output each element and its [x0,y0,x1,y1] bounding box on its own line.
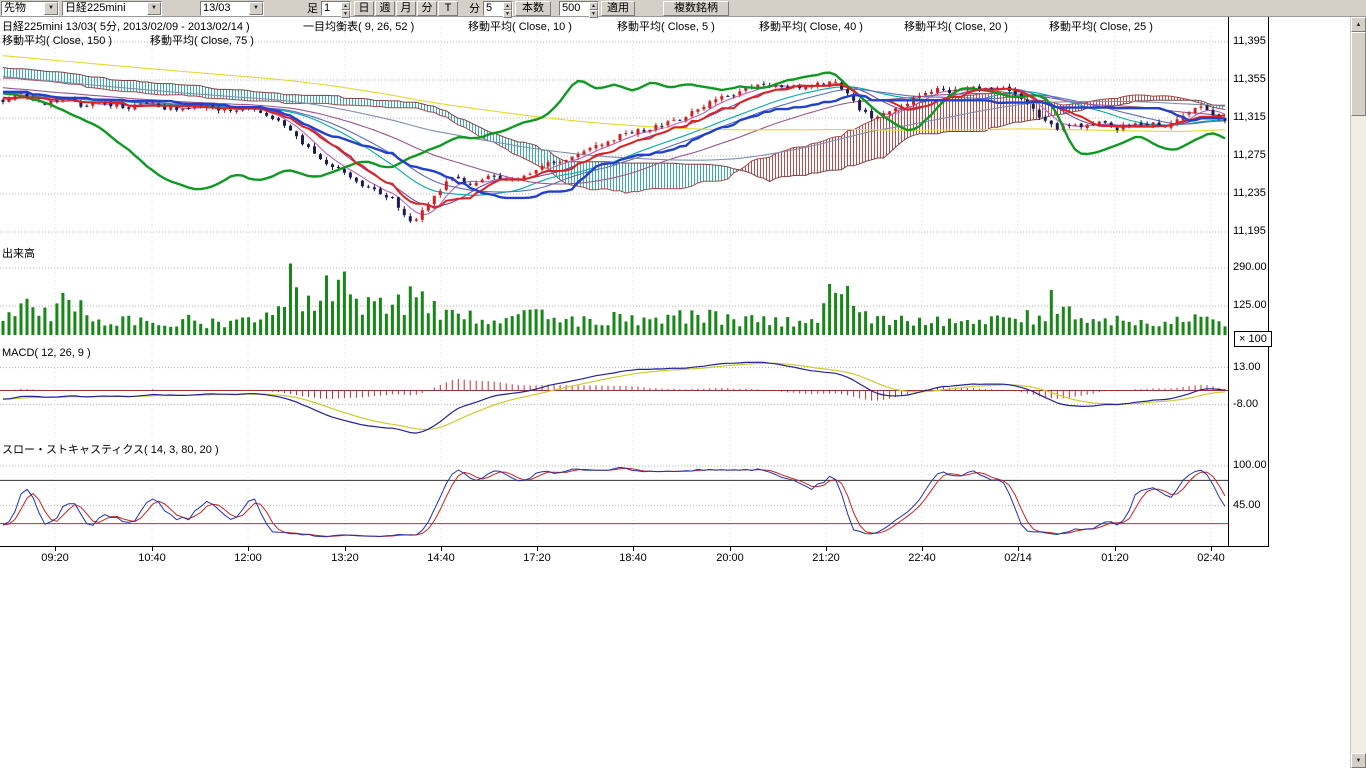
scroll-down-button[interactable]: ▼ [1351,753,1366,768]
bar-type-label: 足 [304,0,321,16]
scroll-up-icon: ▲ [1356,22,1362,28]
minute-count-value: 5 [484,2,503,15]
chevron-down-icon[interactable]: ▼ [249,2,263,15]
multi-symbol-button[interactable]: 複数銘柄 [663,1,729,16]
period-day-button[interactable]: 日 [354,1,374,16]
minute-label: 分 [466,0,483,16]
minute-count-spinner[interactable]: 5 ▲▼ [483,1,513,16]
interval-spinner[interactable]: 1 ▲▼ [321,1,351,16]
contract-month-dropdown[interactable]: 13/03 ▼ [200,1,264,16]
bar-count-button[interactable]: 本数 [515,1,551,16]
chevron-down-icon[interactable]: ▼ [44,2,58,15]
chevron-down-icon[interactable]: ▼ [147,2,161,15]
apply-button[interactable]: 適用 [601,1,635,16]
period-minute-button[interactable]: 分 [417,1,437,16]
symbol-dropdown[interactable]: 日経225mini ▼ [62,1,162,16]
vertical-scrollbar[interactable]: ▲ ▼ [1350,17,1366,768]
scroll-up-button[interactable]: ▲ [1351,17,1366,32]
volume-multiplier-badge: × 100 [1234,331,1272,347]
spinner-arrows-icon[interactable]: ▲▼ [589,2,598,15]
market-type-value: 先物 [2,2,44,15]
bar-count-value: 500 [560,2,589,15]
interval-value: 1 [322,2,341,15]
period-button-group: 日 週 月 分 T [354,1,458,16]
spinner-arrows-icon[interactable]: ▲▼ [341,2,350,15]
market-type-dropdown[interactable]: 先物 ▼ [1,1,59,16]
scrollbar-track[interactable] [1351,32,1366,753]
period-month-button[interactable]: 月 [396,1,416,16]
spinner-arrows-icon[interactable]: ▲▼ [503,2,512,15]
chart-canvas[interactable] [0,0,1366,768]
period-tick-button[interactable]: T [438,1,458,16]
contract-month-value: 13/03 [201,2,249,15]
period-week-button[interactable]: 週 [375,1,395,16]
scroll-down-icon: ▼ [1356,758,1362,764]
scrollbar-thumb[interactable] [1351,32,1366,116]
bar-count-spinner[interactable]: 500 ▲▼ [559,1,599,16]
toolbar: 先物 ▼ 日経225mini ▼ 13/03 ▼ 足 1 ▲▼ 日 週 月 分 … [0,0,1366,17]
symbol-value: 日経225mini [63,2,147,15]
